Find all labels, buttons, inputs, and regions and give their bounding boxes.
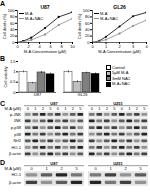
- svg-text:0: 0: [30, 166, 33, 171]
- svg-text:0: 0: [94, 166, 97, 171]
- html-text:M-A+NAC: M-A+NAC: [100, 16, 119, 21]
- svg-text:U87: U87: [40, 4, 49, 10]
- svg-text:20: 20: [85, 33, 90, 38]
- svg-text:1: 1: [34, 106, 37, 111]
- html-text:5μM M-A: 5μM M-A: [112, 70, 129, 76]
- svg-text:M-A (μM): M-A (μM): [4, 106, 21, 111]
- svg-text:1: 1: [104, 44, 108, 50]
- svg-text:Cell death (%): Cell death (%): [77, 13, 82, 39]
- svg-text:U87: U87: [50, 161, 58, 166]
- svg-text:40: 40: [85, 27, 90, 32]
- svg-text:HO-1: HO-1: [11, 172, 21, 177]
- svg-text:M-A (μM): M-A (μM): [4, 166, 21, 171]
- svg-text:2: 2: [27, 44, 30, 50]
- svg-text:0.5: 0.5: [10, 79, 16, 84]
- svg-text:U251: U251: [113, 161, 123, 166]
- svg-text:2: 2: [72, 106, 75, 111]
- svg-text:80: 80: [10, 14, 15, 19]
- html-text:C: C: [0, 100, 6, 107]
- svg-text:0: 0: [121, 106, 124, 111]
- svg-text:60: 60: [85, 21, 90, 26]
- html-text:M-A: M-A: [100, 11, 108, 16]
- svg-text:GL26: GL26: [113, 4, 126, 10]
- svg-text:U87: U87: [34, 92, 42, 97]
- html-text:M-A: M-A: [25, 11, 33, 16]
- svg-text:2: 2: [118, 44, 121, 50]
- svg-text:0: 0: [12, 40, 15, 45]
- svg-text:Nrf2: Nrf2: [13, 138, 21, 143]
- svg-text:p38: p38: [14, 132, 21, 137]
- html-text:M-A+NAC: M-A+NAC: [112, 81, 131, 87]
- svg-text:M-A Concentration (μM): M-A Concentration (μM): [98, 49, 141, 54]
- svg-text:1: 1: [98, 106, 101, 111]
- svg-text:p-JNK: p-JNK: [10, 112, 21, 117]
- svg-text:JNK: JNK: [13, 118, 21, 123]
- svg-text:4: 4: [38, 44, 41, 50]
- svg-text:1: 1: [64, 106, 67, 111]
- svg-text:0: 0: [13, 90, 16, 95]
- svg-text:5: 5: [143, 106, 146, 111]
- svg-text:40: 40: [10, 27, 15, 32]
- svg-text:6: 6: [49, 44, 52, 50]
- svg-text:0: 0: [16, 44, 19, 49]
- svg-text:5: 5: [113, 106, 116, 111]
- svg-text:1.5: 1.5: [10, 59, 16, 64]
- html-text:B: B: [0, 55, 6, 62]
- svg-text:4: 4: [145, 44, 148, 49]
- svg-text:1: 1: [109, 166, 112, 171]
- svg-text:0: 0: [87, 40, 90, 45]
- svg-text:20: 20: [10, 33, 15, 38]
- svg-text:5: 5: [49, 106, 52, 111]
- html-text:A: A: [0, 0, 6, 7]
- svg-text:0: 0: [91, 44, 94, 49]
- svg-text:p-p38: p-p38: [11, 125, 22, 130]
- svg-text:1: 1: [13, 69, 16, 74]
- svg-text:100: 100: [8, 8, 15, 13]
- html-text:3mM NAC: 3mM NAC: [112, 75, 131, 81]
- svg-text:0: 0: [27, 106, 30, 111]
- svg-text:1: 1: [128, 106, 131, 111]
- svg-text:β-actin: β-actin: [9, 151, 21, 156]
- svg-text:2: 2: [60, 166, 63, 171]
- svg-text:5: 5: [75, 166, 78, 171]
- svg-text:5: 5: [79, 106, 82, 111]
- svg-text:3: 3: [131, 44, 135, 50]
- svg-text:8: 8: [60, 44, 63, 50]
- svg-text:U251: U251: [113, 100, 123, 106]
- svg-text:5: 5: [139, 166, 142, 171]
- svg-text:U87: U87: [50, 100, 58, 106]
- svg-text:2: 2: [136, 106, 139, 111]
- svg-text:0: 0: [57, 106, 60, 111]
- html-text:Control: Control: [112, 65, 125, 70]
- svg-text:100: 100: [83, 8, 90, 13]
- svg-text:80: 80: [85, 14, 90, 19]
- svg-text:Cell death (%): Cell death (%): [2, 13, 7, 39]
- svg-text:10: 10: [70, 44, 75, 49]
- svg-text:β-actin: β-actin: [9, 180, 21, 185]
- svg-text:2: 2: [124, 166, 127, 171]
- html-text:D: D: [0, 159, 6, 166]
- svg-text:60: 60: [10, 21, 15, 26]
- svg-text:HO-1: HO-1: [11, 145, 21, 150]
- svg-text:1: 1: [45, 166, 48, 171]
- svg-text:2: 2: [106, 106, 109, 111]
- svg-text:Cell viability: Cell viability: [3, 66, 8, 87]
- svg-text:M-A Concentration (μM): M-A Concentration (μM): [24, 49, 67, 54]
- svg-text:2: 2: [42, 106, 45, 111]
- svg-text:0: 0: [91, 106, 94, 111]
- svg-text:GL26: GL26: [78, 92, 89, 97]
- html-text:M-A+NAC: M-A+NAC: [25, 16, 44, 21]
